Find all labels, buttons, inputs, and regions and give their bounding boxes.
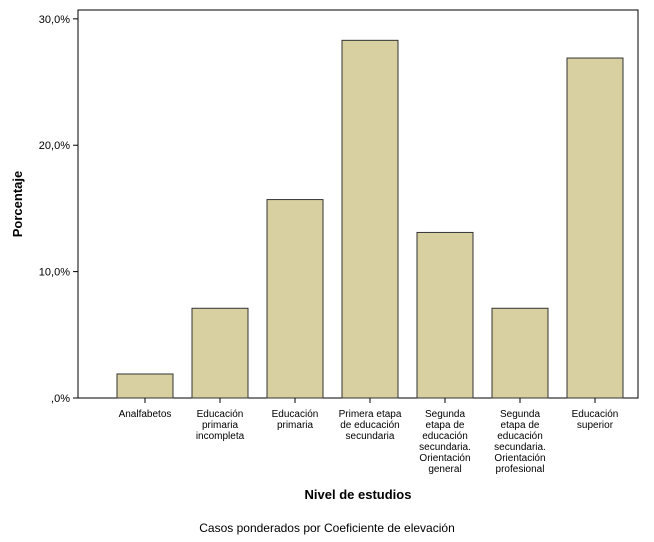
x-tick-label-line: educación: [422, 431, 468, 442]
bar: [566, 57, 624, 399]
bar: [191, 307, 249, 399]
x-tick-label: Analfabetos: [119, 409, 172, 420]
y-tick-label: 10,0%: [39, 267, 70, 279]
x-tick-label-line: general: [428, 464, 461, 475]
x-tick-label-line: secundaria: [346, 431, 395, 442]
bar: [491, 307, 549, 399]
bar: [116, 373, 174, 399]
x-tick-label-line: primaria: [277, 420, 314, 431]
x-tick-label: Segunda etapa de educación secundaria. Orien…: [419, 409, 471, 475]
x-tick-label-line: Educación: [272, 409, 319, 420]
x-tick-label-line: de educación: [340, 420, 400, 431]
x-tick-label-line: Orientación: [494, 453, 545, 464]
x-tick-label-line: profesional: [496, 464, 545, 475]
x-tick-label-line: Orientación: [419, 453, 470, 464]
x-tick-label-line: primaria: [202, 420, 239, 431]
y-axis-title: Porcentaje: [10, 171, 25, 237]
bar: [266, 199, 324, 399]
x-tick-label-line: Educación: [572, 409, 619, 420]
y-tick-label: 20,0%: [39, 140, 70, 152]
bar: [416, 231, 474, 399]
x-tick-label-line: etapa de: [426, 420, 465, 431]
y-tick-label: 30,0%: [39, 14, 70, 26]
y-tick-label: ,0%: [51, 393, 70, 405]
x-tick-label: Primera etapa de educación secundaria: [339, 409, 402, 442]
x-tick-label-line: incompleta: [196, 431, 245, 442]
x-tick-label-line: educación: [497, 431, 543, 442]
x-tick-label: Educación primaria: [272, 409, 319, 431]
x-axis-title: Nivel de estudios: [305, 487, 412, 502]
bars-group: [116, 39, 624, 399]
x-tick-label-line: secundaria.: [494, 442, 546, 453]
x-axis-labels: Analfabetos Educación primaria incompletaEd…: [119, 398, 619, 475]
x-tick-label-line: Segunda: [500, 409, 540, 420]
x-tick-label: Educación superior: [572, 409, 619, 431]
bar: [341, 39, 399, 399]
y-axis: ,0% 10,0% 20,0% 30,0%: [39, 14, 78, 405]
x-tick-label-line: secundaria.: [419, 442, 471, 453]
x-tick-label: Educación primaria incompleta: [196, 409, 245, 442]
x-tick-label-line: Segunda: [425, 409, 465, 420]
x-tick-label-line: Educación: [197, 409, 244, 420]
x-tick-label-line: Analfabetos: [119, 409, 172, 420]
x-tick-label: Segunda etapa de educación secundaria. Orien…: [494, 409, 546, 475]
x-tick-label-line: etapa de: [501, 420, 540, 431]
chart-footnote: Casos ponderados por Coeficiente de elev…: [199, 521, 455, 535]
x-tick-label-line: Primera etapa: [339, 409, 402, 420]
x-tick-label-line: superior: [577, 420, 614, 431]
